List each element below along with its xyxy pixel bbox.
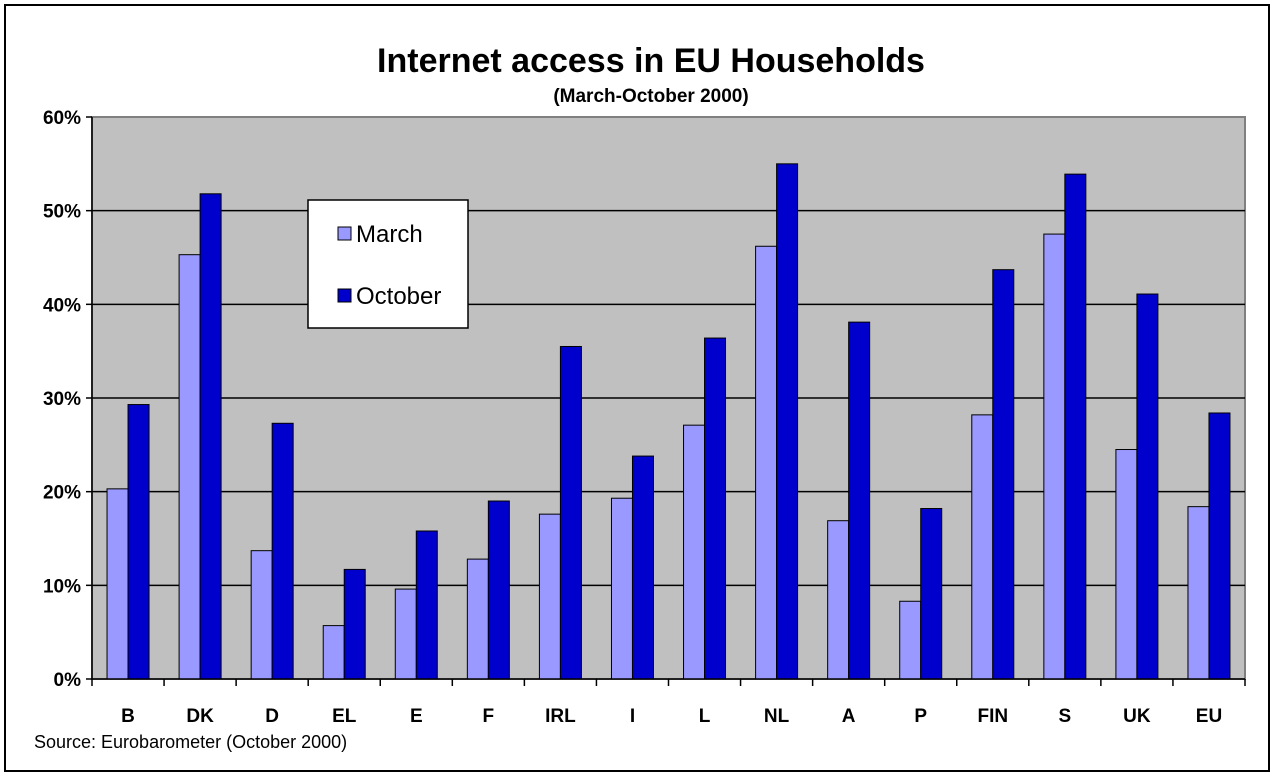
bar-october-f (487, 500, 510, 680)
bar-october-a (848, 321, 871, 680)
x-category-label: EU (1196, 706, 1222, 727)
bar-october-l (704, 337, 727, 680)
bar-march-fin (971, 414, 994, 680)
bar-october-dk (199, 193, 222, 680)
y-tick-label: 60% (43, 108, 81, 129)
y-tick-label: 40% (43, 295, 81, 316)
y-tick-label: 20% (43, 483, 81, 504)
source-note: Source: Eurobarometer (October 2000) (34, 732, 347, 752)
bar-october-uk (1136, 293, 1159, 680)
x-category-label: A (842, 706, 856, 727)
bars (106, 163, 1231, 680)
y-tick-label: 50% (43, 202, 81, 223)
bar-october-irl (559, 345, 582, 680)
bar-march-s (1043, 233, 1066, 680)
bar-march-irl (538, 513, 561, 680)
legend-box (307, 199, 469, 329)
bar-march-b (106, 488, 129, 680)
x-category-label: DK (186, 706, 214, 727)
bar-october-p (920, 508, 943, 680)
bar-october-i (631, 455, 654, 680)
bar-march-i (610, 497, 633, 680)
legend: March October (307, 199, 469, 329)
x-category-label: I (630, 706, 635, 727)
x-category-label: E (410, 706, 423, 727)
bar-march-dk (178, 254, 201, 680)
x-category-label: S (1059, 706, 1072, 727)
bar-october-eu (1208, 412, 1231, 680)
bar-october-nl (776, 163, 799, 680)
x-category-label: FIN (977, 706, 1008, 727)
bar-march-nl (755, 245, 778, 680)
chart-title: Internet access in EU Households (377, 42, 925, 80)
bar-october-el (343, 568, 366, 680)
bar-march-p (899, 600, 922, 680)
y-tick-label: 0% (54, 670, 82, 691)
bar-march-uk (1115, 449, 1138, 680)
axes (86, 116, 1246, 686)
legend-swatch-march (337, 226, 352, 241)
bar-march-f (466, 558, 489, 680)
legend-label-october: October (356, 283, 441, 310)
y-axis-tick-labels: 0% 10% 20% 30% 40% 50% 60% (43, 108, 81, 691)
bar-october-s (1064, 173, 1087, 680)
bar-march-eu (1187, 506, 1210, 680)
bar-march-l (683, 424, 706, 680)
bar-october-b (127, 404, 150, 680)
chart-subtitle: (March-October 2000) (553, 86, 748, 107)
bar-october-fin (992, 269, 1015, 680)
x-category-label: D (265, 706, 279, 727)
x-axis-category-labels: B DK D EL E F IRL I L NL A P FIN S UK EU (121, 706, 1222, 727)
x-category-label: UK (1123, 706, 1151, 727)
x-category-label: B (121, 706, 135, 727)
x-category-label: NL (764, 706, 790, 727)
bar-october-e (415, 530, 438, 680)
legend-label-march: March (356, 221, 423, 248)
y-tick-label: 10% (43, 576, 81, 597)
bar-march-el (322, 625, 345, 680)
x-category-label: P (914, 706, 927, 727)
bar-october-d (271, 422, 294, 680)
bar-march-e (394, 588, 417, 680)
x-category-label: L (699, 706, 711, 727)
y-tick-label: 30% (43, 389, 81, 410)
x-category-label: IRL (545, 706, 576, 727)
bar-march-d (250, 550, 273, 680)
bar-march-a (827, 520, 850, 680)
x-category-label: EL (332, 706, 357, 727)
legend-swatch-october (337, 288, 352, 303)
x-category-label: F (483, 706, 495, 727)
